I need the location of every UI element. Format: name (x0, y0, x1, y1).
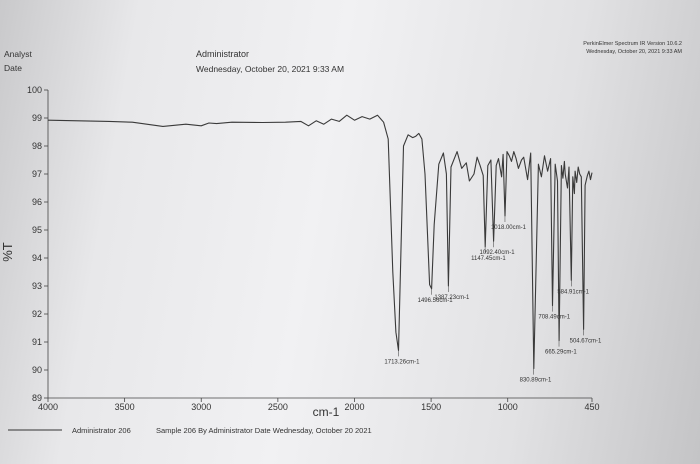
y-tick-label: 90 (32, 365, 42, 375)
x-tick-label: 450 (584, 402, 599, 412)
x-tick-label: 4000 (38, 402, 58, 412)
y-tick-label: 97 (32, 169, 42, 179)
plot-area (47, 114, 593, 370)
date-label: Date (4, 63, 22, 73)
y-tick-label: 96 (32, 197, 42, 207)
analyst-value: Administrator (196, 49, 249, 59)
x-tick-label: 1000 (498, 402, 518, 412)
peak-label: 1092.40cm-1 (480, 250, 516, 256)
analyst-label: Analyst (4, 49, 33, 59)
legend: Administrator 206 Sample 206 By Administ… (8, 426, 372, 435)
peak-label: 504.67cm-1 (570, 338, 602, 344)
date-value: Wednesday, October 20, 2021 9:33 AM (196, 64, 344, 74)
peak-label: 1018.00cm-1 (491, 225, 527, 231)
x-tick-label: 3500 (115, 402, 135, 412)
x-tick-label: 2500 (268, 402, 288, 412)
software-date: Wednesday, October 20, 2021 9:33 AM (586, 49, 682, 55)
report-header: Analyst Date Administrator Wednesday, Oc… (4, 41, 682, 74)
y-tick-label: 94 (32, 253, 42, 263)
spectrum-line (47, 114, 593, 370)
peak-label: 1713.26cm-1 (384, 359, 420, 365)
legend-description: Sample 206 By Administrator Date Wednesd… (156, 426, 372, 435)
y-tick-label: 95 (32, 225, 42, 235)
peak-label: 830.89cm-1 (520, 378, 552, 384)
peak-label: 1387.23cm-1 (434, 295, 470, 301)
y-tick-label: 100 (27, 85, 42, 95)
x-tick-label: 2000 (344, 402, 364, 412)
peak-label: 665.29cm-1 (545, 350, 577, 356)
y-tick-label: 99 (32, 113, 42, 123)
peak-label: 708.49cm-1 (538, 315, 570, 321)
y-axis-label: %T (0, 242, 15, 262)
software-version: PerkinElmer Spectrum IR Version 10.6.2 (583, 41, 682, 47)
peak-label: 1147.45cm-1 (471, 256, 506, 262)
x-axis-label: cm-1 (313, 405, 340, 419)
y-tick-label: 98 (32, 141, 42, 151)
x-tick-label: 1500 (421, 402, 441, 412)
y-tick-label: 92 (32, 309, 42, 319)
y-tick-label: 89 (32, 393, 42, 403)
x-tick-label: 3000 (191, 402, 211, 412)
chart-axes: 100 99 98 97 96 95 94 93 92 91 90 89 4000 3500 3000 25… (0, 85, 600, 419)
y-tick-label: 93 (32, 281, 42, 291)
legend-name: Administrator 206 (72, 426, 131, 435)
y-tick-label: 91 (32, 337, 42, 347)
peak-label: 1496.56cm-1 (418, 298, 454, 304)
peak-label: 584.91cm-1 (557, 289, 589, 295)
